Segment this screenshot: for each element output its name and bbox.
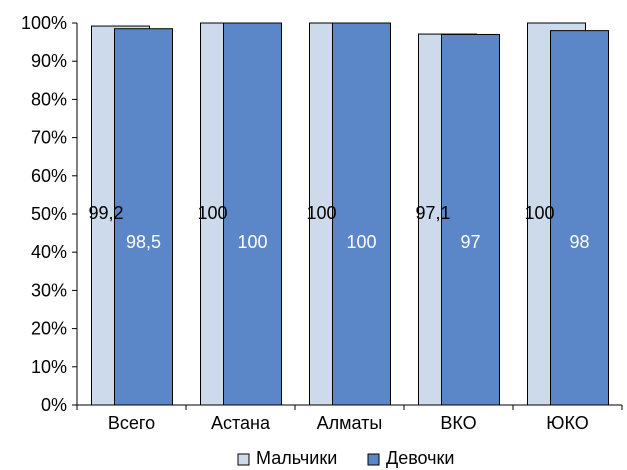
y-tick-label: 60%: [31, 166, 67, 186]
x-tick-label: ЮКО: [546, 413, 588, 433]
y-tick-label: 80%: [31, 89, 67, 109]
data-label: 97,1: [416, 203, 451, 223]
data-label: 100: [307, 203, 337, 223]
x-axis: Всего Астана Алматы ВКО ЮКО: [76, 404, 623, 433]
x-tick-label: Алматы: [317, 413, 383, 433]
y-tick-label: 50%: [31, 204, 67, 224]
data-label: 98,5: [126, 232, 161, 252]
bar-girls: [550, 30, 609, 406]
bars: [91, 22, 609, 406]
y-axis: 0% 10% 20% 30% 40% 50% 60% 70% 80% 90% 100%: [21, 13, 78, 415]
data-label: 100: [525, 203, 555, 223]
legend-swatch: [367, 453, 380, 466]
legend-swatch: [237, 453, 250, 466]
x-tick-label: Астана: [211, 413, 271, 433]
legend-label: Мальчики: [256, 448, 337, 468]
bar-girls: [223, 22, 282, 406]
x-tick-label: ВКО: [440, 413, 476, 433]
legend-label: Девочки: [386, 448, 454, 468]
y-tick-label: 30%: [31, 280, 67, 300]
legend: Мальчики Девочки: [237, 448, 454, 468]
data-label: 97: [460, 232, 480, 252]
y-tick-label: 100%: [21, 13, 67, 33]
data-label: 99,2: [89, 203, 124, 223]
data-label: 100: [198, 203, 228, 223]
data-label: 100: [237, 232, 267, 252]
y-tick-label: 0%: [41, 395, 67, 415]
y-tick-label: 10%: [31, 357, 67, 377]
x-tick-label: Всего: [108, 413, 155, 433]
y-tick-label: 90%: [31, 51, 67, 71]
y-tick-label: 20%: [31, 319, 67, 339]
y-tick-label: 40%: [31, 242, 67, 262]
bar-girls: [332, 22, 391, 406]
data-label: 98: [569, 232, 589, 252]
y-tick-label: 70%: [31, 128, 67, 148]
data-label: 100: [346, 232, 376, 252]
bar-girls: [441, 33, 500, 406]
data-labels: 99,2 100 100 97,1 100 98,5 100 100 97 98: [89, 203, 590, 252]
